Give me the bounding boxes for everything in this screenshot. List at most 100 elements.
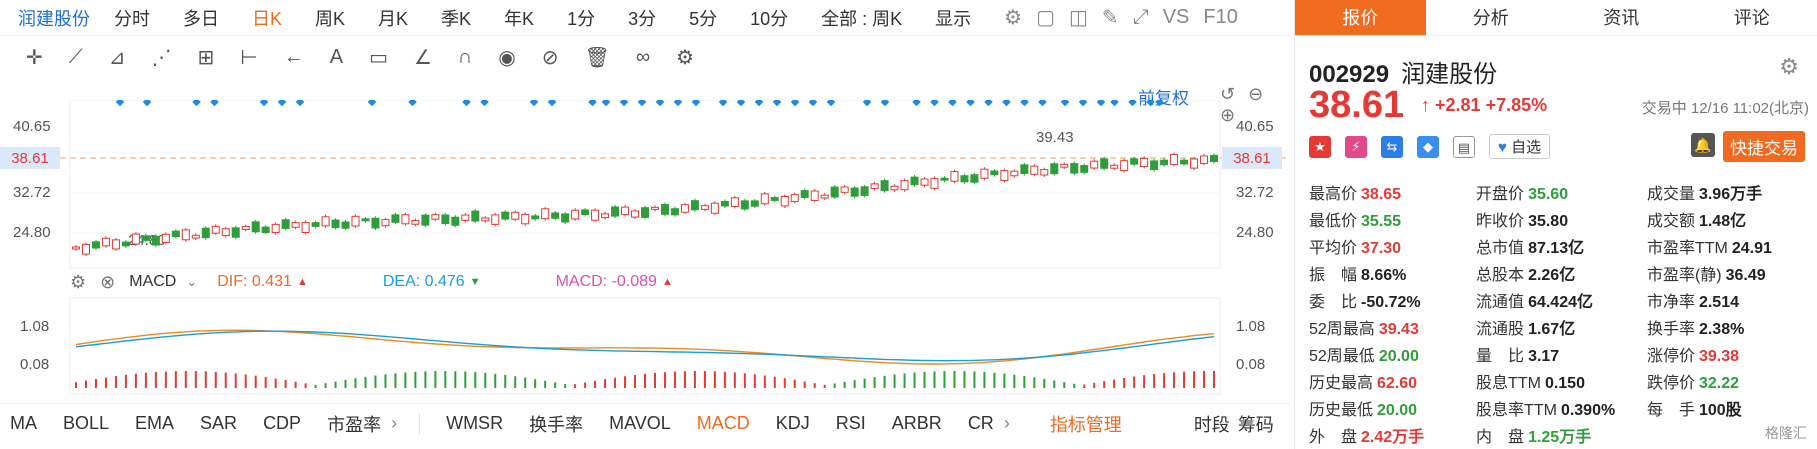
indicator-tab[interactable]: MA: [10, 413, 37, 433]
comment-tool-icon[interactable]: ▭: [369, 46, 388, 69]
crosshair-icon[interactable]: ✛: [26, 46, 43, 69]
camera-icon[interactable]: ◫: [1069, 7, 1088, 29]
period-tab[interactable]: 3分: [628, 8, 657, 29]
indicator-tab[interactable]: 换手率: [529, 414, 584, 435]
period-tab[interactable]: 5分: [689, 8, 718, 29]
candle-body: [151, 235, 160, 246]
period-tab[interactable]: 1分: [567, 8, 596, 29]
link-icon[interactable]: ∞: [635, 45, 651, 68]
pencil-icon[interactable]: ✎: [1101, 7, 1119, 29]
candle-body: [531, 215, 540, 220]
indicator-manage-button[interactable]: 指标管理: [1049, 414, 1122, 435]
tab-analysis[interactable]: 分析: [1472, 8, 1509, 28]
quick-trade-button[interactable]: 快捷交易: [1723, 131, 1805, 162]
fib-tool-icon[interactable]: ⊞: [197, 46, 215, 69]
vs-button[interactable]: VS: [1162, 6, 1190, 28]
chevron-right-icon[interactable]: ›: [1003, 413, 1010, 433]
chevron-right-icon[interactable]: ›: [391, 413, 398, 433]
indicator-tab[interactable]: EMA: [135, 413, 175, 433]
text-tool-icon[interactable]: A: [329, 45, 344, 68]
candle-body: [1140, 157, 1149, 168]
candle-body: [1130, 158, 1139, 165]
zoom-out-icon[interactable]: ⊖: [1248, 84, 1264, 104]
range-select[interactable]: 全部 : 周K: [821, 8, 903, 29]
line-tool-icon[interactable]: ⟋: [68, 45, 83, 68]
color-square-icon[interactable]: ▢: [1036, 7, 1056, 29]
indicator-tab[interactable]: CR: [967, 413, 994, 433]
magnet-icon[interactable]: ∩: [457, 45, 473, 68]
tab-news[interactable]: 资讯: [1603, 8, 1640, 28]
measure-tool-icon[interactable]: ⊢: [240, 46, 258, 69]
indicator-tab[interactable]: MAVOL: [609, 413, 671, 433]
indicator-tab[interactable]: KDJ: [775, 413, 810, 433]
arrow-tool-icon[interactable]: ←: [283, 45, 304, 68]
candle-body: [291, 222, 300, 228]
candle-body: [770, 197, 779, 201]
period-tab[interactable]: 周K: [315, 8, 346, 29]
timeshare-button[interactable]: 时段: [1193, 414, 1230, 435]
tag-icon[interactable]: ◆: [1417, 135, 1439, 158]
quote-value: 87.13亿: [1528, 239, 1585, 257]
candle-body: [631, 210, 640, 218]
indicator-tab[interactable]: ARBR: [891, 413, 942, 433]
zoom-in-icon[interactable]: ⊕: [1220, 105, 1236, 125]
quote-cell: 量 比 3.17: [1476, 342, 1647, 366]
macd-value: MACD: -0.089: [555, 273, 657, 290]
period-tab[interactable]: 年K: [504, 8, 535, 29]
bell-icon[interactable]: 🔔: [1691, 133, 1715, 157]
period-tab[interactable]: 分时: [114, 8, 150, 29]
quote-label: 开盘价: [1476, 185, 1525, 203]
indicator-tab[interactable]: BOLL: [63, 413, 110, 433]
macd-close-icon[interactable]: ⊗: [100, 271, 116, 292]
chip-button[interactable]: 筹码: [1237, 414, 1274, 435]
settings-icon[interactable]: ⚙: [1004, 7, 1023, 29]
indicator-tab[interactable]: 市盈率: [327, 414, 382, 435]
fullscreen-icon[interactable]: ⤢: [1132, 6, 1149, 28]
candle-body: [1000, 170, 1009, 182]
candle-body: [1170, 153, 1179, 165]
period-tab-active[interactable]: 日K: [252, 8, 283, 29]
macd-settings-icon[interactable]: ⚙: [70, 271, 87, 292]
quote-value: 24.91: [1731, 239, 1772, 257]
stock-name[interactable]: 润建股份: [18, 8, 90, 29]
tab-quote[interactable]: 报价: [1295, 0, 1426, 35]
macd-header: ⚙ ⊗ MACD ⌄ DIF: 0.431 ▲ DEA: 0.476 ▼ MACD:…: [0, 270, 1290, 294]
indicator-tab[interactable]: CDP: [263, 413, 302, 433]
tool-settings-icon[interactable]: ⚙: [676, 46, 695, 69]
signal-diamond: [529, 100, 539, 107]
wave-tool-icon[interactable]: ⋰: [151, 46, 172, 69]
indicator-tab[interactable]: RSI: [835, 413, 866, 433]
chevron-down-icon[interactable]: ⌄: [186, 274, 198, 289]
macd-name[interactable]: MACD: [129, 273, 177, 290]
period-tab[interactable]: 季K: [441, 8, 472, 29]
period-tab[interactable]: 多日: [183, 8, 219, 29]
indicator-tab-active[interactable]: MACD: [696, 413, 750, 433]
reset-icon[interactable]: ↺: [1220, 84, 1236, 104]
hide-icon[interactable]: ⊘: [541, 46, 559, 69]
margin-icon[interactable]: ⚡: [1345, 135, 1367, 158]
quote-label: 每 手: [1646, 401, 1695, 419]
candle-body: [241, 226, 250, 230]
quote-row: 最高价 38.65 开盘价 35.60 成交量 3.96万手: [1309, 178, 1814, 205]
gear-icon[interactable]: ⚙: [1779, 54, 1799, 79]
display-dropdown[interactable]: 显示: [935, 8, 972, 29]
angle-tool-icon[interactable]: ∠: [413, 46, 432, 69]
eye-icon[interactable]: ◉: [498, 46, 516, 69]
indicator-tab[interactable]: SAR: [200, 413, 238, 433]
favorite-button[interactable]: ♥ 自选: [1489, 134, 1551, 159]
f10-button[interactable]: F10: [1203, 6, 1238, 28]
connect-icon[interactable]: ⇆: [1381, 135, 1403, 158]
tab-comments[interactable]: 评论: [1733, 8, 1770, 28]
note-icon[interactable]: ▤: [1453, 135, 1475, 158]
macd-chart[interactable]: 1.08 0.08 1.08 0.08: [0, 292, 1290, 400]
trash-icon[interactable]: 🗑: [584, 46, 610, 69]
candle-body: [940, 177, 949, 181]
quote-cell: 涨停价 39.38: [1647, 342, 1814, 366]
channel-tool-icon[interactable]: ⊿: [108, 46, 126, 69]
period-tab[interactable]: 月K: [378, 8, 409, 29]
period-tab[interactable]: 10分: [750, 8, 789, 29]
candlestick-chart[interactable]: 38.61 38.61 40.65 32.72 24.80 40.65 32.7…: [0, 100, 1290, 270]
signal-diamond: [736, 100, 746, 107]
candle-body: [181, 229, 190, 241]
indicator-tab[interactable]: WMSR: [446, 413, 504, 433]
